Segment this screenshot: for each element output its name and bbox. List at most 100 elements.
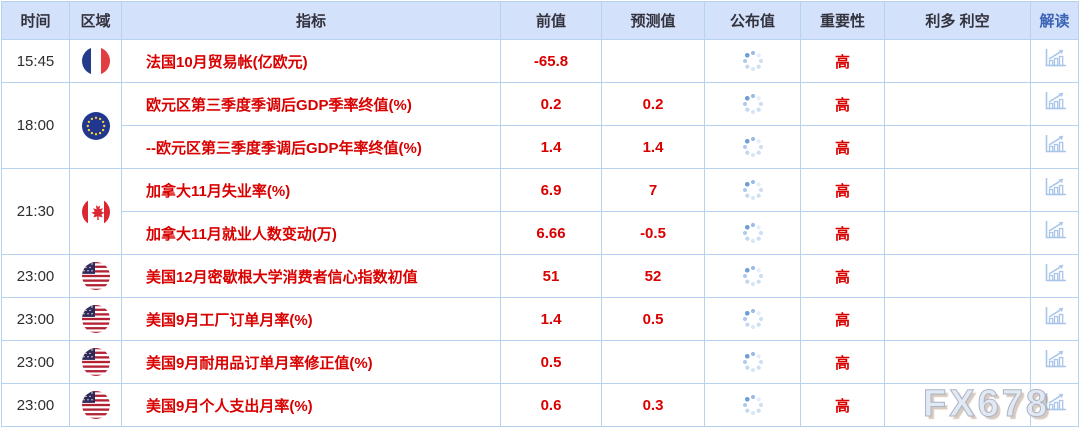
loading-spinner-icon <box>740 264 765 288</box>
table-row: 15:45 法国10月贸易帐(亿欧元) -65.8 高 <box>1 39 1079 83</box>
loading-spinner-icon <box>740 178 765 202</box>
bull-bear-cell <box>884 383 1031 427</box>
bull-bear-cell <box>884 82 1031 126</box>
previous-value: 0.6 <box>500 383 602 427</box>
bull-bear-cell <box>884 297 1031 341</box>
previous-value: 51 <box>500 254 602 298</box>
bar-chart-icon[interactable] <box>1043 177 1067 198</box>
bar-chart-icon[interactable] <box>1043 349 1067 370</box>
bar-chart-icon[interactable] <box>1043 263 1067 284</box>
bar-chart-icon[interactable] <box>1043 134 1067 155</box>
interpret-cell <box>1030 125 1079 169</box>
published-cell <box>704 254 801 298</box>
loading-spinner-icon <box>740 135 765 159</box>
table-row: 21:30 加拿大11月失业率(%) 6.9 7 高 <box>1 168 1079 255</box>
time-cell: 18:00 <box>1 82 70 169</box>
forecast-value: -0.5 <box>601 211 705 255</box>
indicator-label: 加拿大11月就业人数变动(万) <box>121 211 501 255</box>
table-row: 加拿大11月就业人数变动(万) 6.66 -0.5 高 <box>2 211 1079 255</box>
header-bull-bear: 利多 利空 <box>884 1 1031 40</box>
header-previous: 前值 <box>500 1 602 40</box>
importance-badge: 高 <box>800 125 885 169</box>
header-interpret: 解读 <box>1030 1 1079 40</box>
loading-spinner-icon <box>740 393 765 417</box>
bar-chart-icon[interactable] <box>1043 306 1067 327</box>
bull-bear-cell <box>884 125 1031 169</box>
time-cell: 23:00 <box>1 383 70 427</box>
flag-usa-icon <box>71 261 121 291</box>
interpret-cell <box>1030 297 1079 341</box>
loading-spinner-icon <box>740 350 765 374</box>
header-row: 时间 区域 指标 前值 预测值 公布值 重要性 利多 利空 解读 <box>1 1 1079 40</box>
published-cell <box>704 297 801 341</box>
header-indicator: 指标 <box>121 1 501 40</box>
importance-badge: 高 <box>800 297 885 341</box>
time-cell: 23:00 <box>1 340 70 384</box>
bull-bear-cell <box>884 254 1031 298</box>
previous-value: 0.2 <box>500 82 602 126</box>
bull-bear-cell <box>884 168 1031 212</box>
economic-calendar-table: 时间 区域 指标 前值 预测值 公布值 重要性 利多 利空 解读 15:45 <box>1 1 1079 427</box>
forecast-value: 7 <box>601 168 705 212</box>
indicator-label: 法国10月贸易帐(亿欧元) <box>121 39 501 83</box>
loading-spinner-icon <box>740 92 765 116</box>
header-forecast: 预测值 <box>601 1 705 40</box>
loading-spinner-icon <box>740 221 765 245</box>
header-importance: 重要性 <box>800 1 885 40</box>
flag-usa-icon <box>71 304 121 334</box>
flag-cell <box>69 340 122 384</box>
indicator-label: 美国9月工厂订单月率(%) <box>121 297 501 341</box>
forecast-value <box>601 39 705 83</box>
previous-value: 6.66 <box>500 211 602 255</box>
previous-value: 1.4 <box>500 297 602 341</box>
flag-canada-icon <box>71 197 121 227</box>
table-row: --欧元区第三季度季调后GDP年率终值(%) 1.4 1.4 高 <box>2 125 1079 169</box>
flag-cell <box>69 383 122 427</box>
forecast-value: 1.4 <box>601 125 705 169</box>
table-row: 23:00 美国9月工厂订单月率(%) 1.4 0.5 高 <box>1 297 1079 341</box>
previous-value: 1.4 <box>500 125 602 169</box>
loading-spinner-icon <box>740 307 765 331</box>
table-row: 23:00 美国9月个人支出月率(%) 0.6 0.3 高 <box>1 383 1079 427</box>
published-cell <box>704 82 801 126</box>
flag-cell <box>69 297 122 341</box>
previous-value: 6.9 <box>500 168 602 212</box>
loading-spinner-icon <box>740 49 765 73</box>
flag-cell <box>69 82 122 169</box>
previous-value: 0.5 <box>500 340 602 384</box>
interpret-cell <box>1030 340 1079 384</box>
interpret-cell <box>1030 383 1079 427</box>
table-row: 23:00 美国9月耐用品订单月率修正值(%) 0.5 高 <box>1 340 1079 384</box>
time-cell: 21:30 <box>1 168 70 255</box>
indicator-label: 美国12月密歇根大学消费者信心指数初值 <box>121 254 501 298</box>
published-cell <box>704 168 801 212</box>
importance-badge: 高 <box>800 211 885 255</box>
interpret-cell <box>1030 211 1079 255</box>
bull-bear-cell <box>884 211 1031 255</box>
importance-badge: 高 <box>800 82 885 126</box>
flag-cell <box>69 254 122 298</box>
bar-chart-icon[interactable] <box>1043 392 1067 413</box>
header-region: 区域 <box>69 1 122 40</box>
forecast-value: 0.3 <box>601 383 705 427</box>
interpret-cell <box>1030 39 1079 83</box>
indicator-label: --欧元区第三季度季调后GDP年率终值(%) <box>121 125 501 169</box>
published-cell <box>704 340 801 384</box>
published-cell <box>704 125 801 169</box>
forecast-value: 0.5 <box>601 297 705 341</box>
bar-chart-icon[interactable] <box>1043 91 1067 112</box>
time-cell: 15:45 <box>1 39 70 83</box>
bar-chart-icon[interactable] <box>1043 220 1067 241</box>
bar-chart-icon[interactable] <box>1043 48 1067 69</box>
bull-bear-cell <box>884 340 1031 384</box>
flag-usa-icon <box>71 390 121 420</box>
indicator-label: 欧元区第三季度季调后GDP季率终值(%) <box>121 82 501 126</box>
previous-value: -65.8 <box>500 39 602 83</box>
interpret-cell <box>1030 168 1079 212</box>
flag-france-icon <box>71 46 121 76</box>
header-published: 公布值 <box>704 1 801 40</box>
importance-badge: 高 <box>800 383 885 427</box>
published-cell <box>704 39 801 83</box>
flag-cell <box>69 168 122 255</box>
